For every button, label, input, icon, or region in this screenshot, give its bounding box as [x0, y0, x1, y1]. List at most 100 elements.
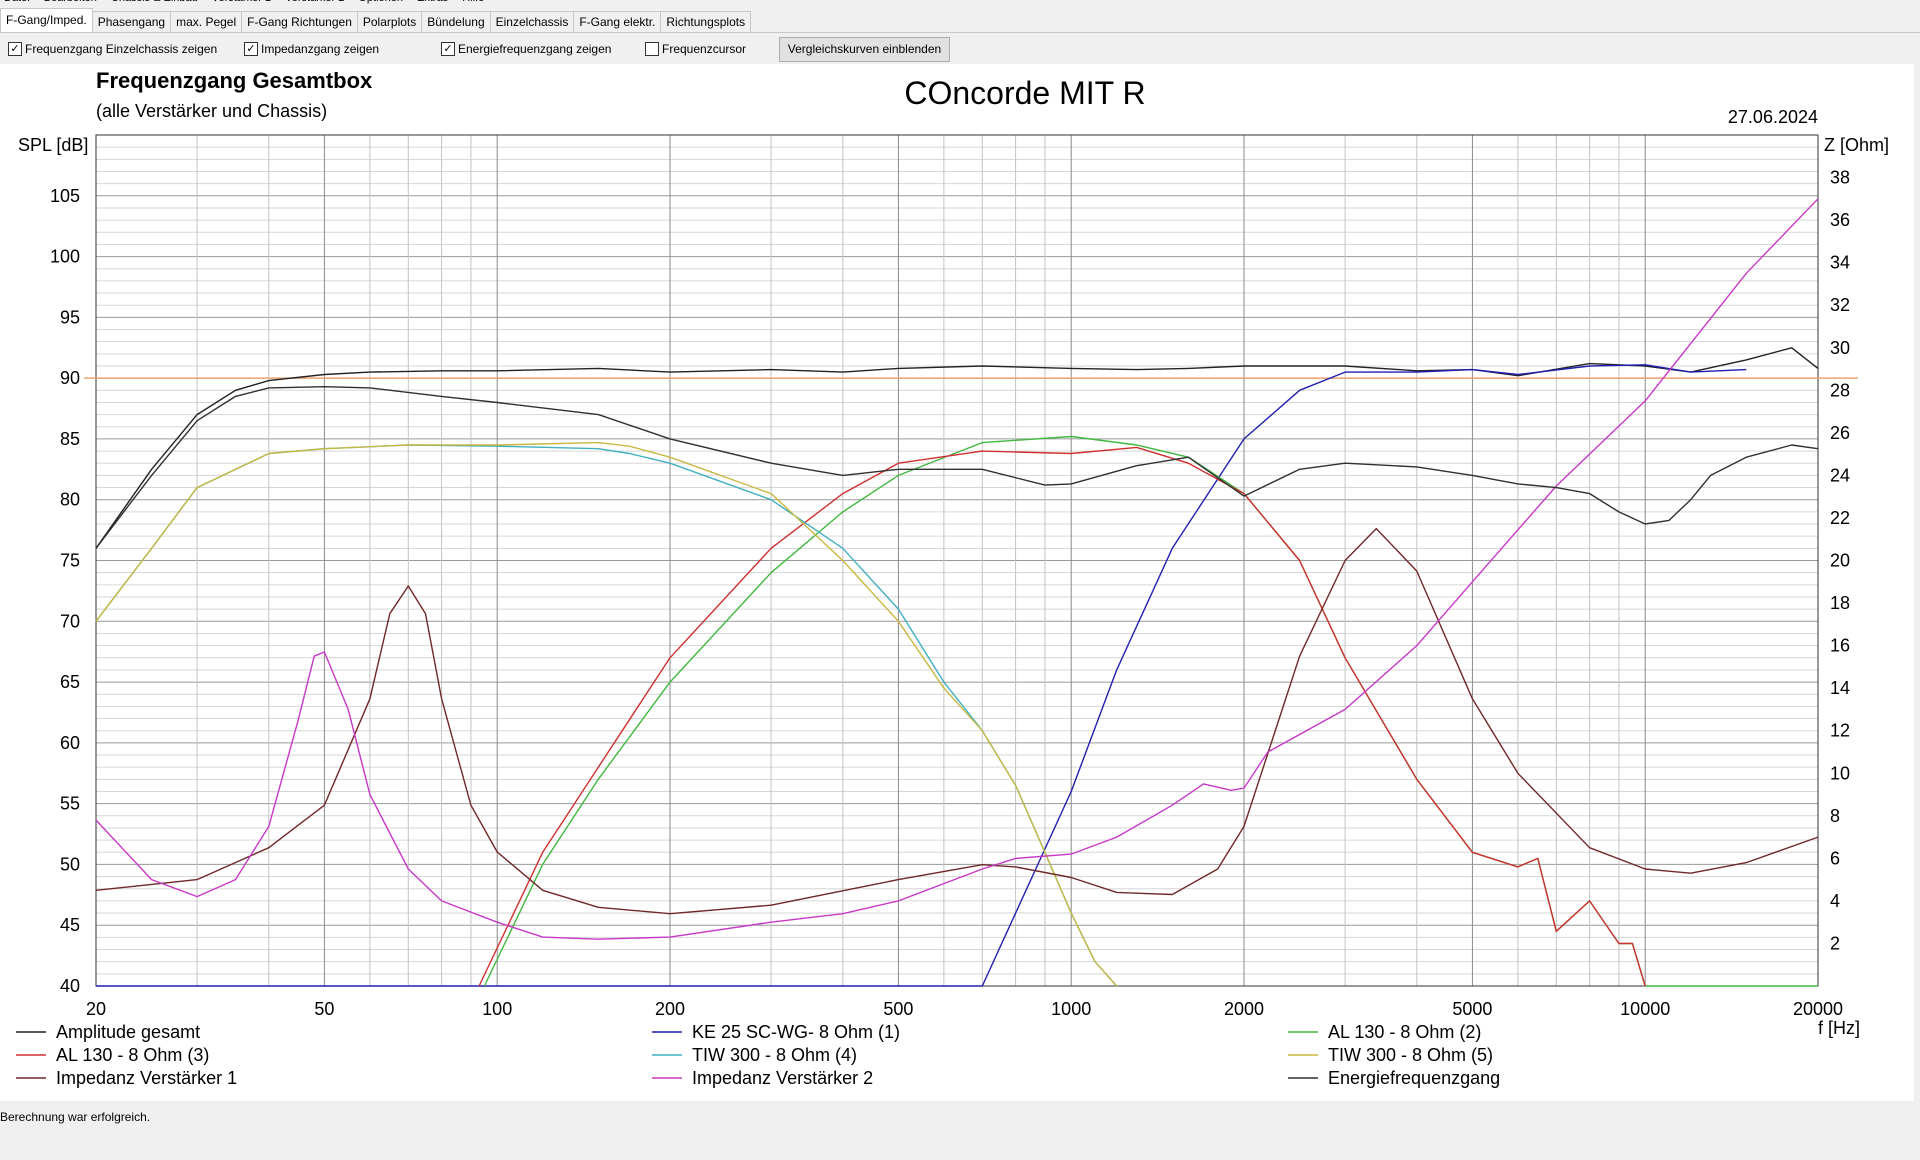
impedanz-label: Impedanzgang zeigen: [261, 42, 380, 56]
y-tick-right: 26: [1830, 423, 1850, 443]
y-tick-left: 100: [50, 247, 80, 267]
menu-item[interactable]: Bearbeiten: [44, 0, 97, 4]
series-line-1: [96, 364, 1747, 987]
impedanz-checkbox[interactable]: ✓: [244, 42, 258, 56]
legend-label-1: KE 25 SC-WG- 8 Ohm (1): [692, 1022, 900, 1042]
menu-item[interactable]: Verstärker 1: [212, 0, 271, 4]
x-tick: 500: [883, 999, 913, 1019]
y-axis-label-right: Z [Ohm]: [1824, 135, 1889, 155]
x-tick: 200: [655, 999, 685, 1019]
y-tick-right: 34: [1830, 253, 1850, 273]
y-tick-left: 80: [60, 490, 80, 510]
status-bar: Berechnung war erfolgreich.: [0, 1103, 1920, 1160]
plot-area: 40 45 50 55 60 65 70 75 80 85 90 95 100 105 2 4 6 8 10 12 14…: [0, 64, 1920, 1101]
y-tick-right: 20: [1830, 551, 1850, 571]
scrollbar[interactable]: [1914, 64, 1920, 1101]
menu-item[interactable]: Verstärker 2: [285, 0, 344, 4]
chart-subtitle: (alle Verstärker und Chassis): [96, 101, 327, 121]
y-tick-left: 55: [60, 794, 80, 814]
y-tick-right: 10: [1830, 763, 1850, 783]
y-tick-left: 75: [60, 551, 80, 571]
menu-item[interactable]: Extras: [417, 0, 448, 4]
center-title: COncorde MIT R: [904, 75, 1145, 111]
series-line-0: [95, 347, 1819, 549]
option-energie[interactable]: ✓ Energiefrequenzgang zeigen: [441, 42, 611, 56]
menu-item[interactable]: Hilfe: [462, 0, 484, 4]
cursor-checkbox[interactable]: [645, 42, 659, 56]
y-tick-right: 16: [1830, 636, 1850, 656]
y-tick-left: 65: [60, 672, 80, 692]
option-einzelchassis[interactable]: ✓ Frequenzgang Einzelchassis zeigen: [8, 42, 217, 56]
y-tick-right: 22: [1830, 508, 1850, 528]
x-axis-label: f [Hz]: [1818, 1018, 1860, 1038]
y-tick-right: 18: [1830, 593, 1850, 613]
energie-checkbox[interactable]: ✓: [441, 42, 455, 56]
y-tick-left: 40: [60, 976, 80, 996]
energie-label: Energiefrequenzgang zeigen: [458, 42, 612, 56]
options-bar: ✓ Frequenzgang Einzelchassis zeigen ✓ Im…: [0, 33, 1920, 63]
series-line-5: [95, 441, 1118, 987]
y-tick-right: 6: [1830, 848, 1840, 868]
y-tick-left: 50: [60, 854, 80, 874]
tab-bar: F-Gang/Imped. Phasengang max. Pegel F-Gang …: [0, 8, 1920, 33]
y-tick-right: 32: [1830, 295, 1850, 315]
x-tick: 50: [314, 999, 334, 1019]
y-tick-right: 12: [1830, 721, 1850, 741]
option-impedanz[interactable]: ✓ Impedanzgang zeigen: [244, 42, 379, 56]
tab-7[interactable]: F-Gang elektr.: [573, 11, 662, 32]
einzelchassis-checkbox[interactable]: ✓: [8, 42, 22, 56]
series-line-7: [95, 198, 1819, 940]
y-axis-label-left: SPL [dB]: [18, 135, 88, 155]
x-tick: 5000: [1452, 999, 1492, 1019]
x-tick: 2000: [1224, 999, 1264, 1019]
menu-item[interactable]: Optionen: [358, 0, 403, 4]
menu-item[interactable]: Datei: [4, 0, 30, 4]
y-tick-left: 105: [50, 186, 80, 206]
y-tick-right: 14: [1830, 678, 1850, 698]
legend-label-0: Amplitude gesamt: [56, 1022, 200, 1042]
tab-0[interactable]: F-Gang/Imped.: [0, 8, 93, 32]
legend-label-3: AL 130 - 8 Ohm (3): [56, 1045, 209, 1065]
x-tick: 20000: [1793, 999, 1843, 1019]
menu-bar: Datei Bearbeiten Chassis & Einbau Verstärke…: [0, 0, 1920, 7]
option-cursor[interactable]: Frequenzcursor: [645, 42, 746, 56]
x-tick: 10000: [1620, 999, 1670, 1019]
chart-date: 27.06.2024: [1728, 107, 1818, 127]
y-tick-right: 38: [1830, 168, 1850, 188]
y-tick-left: 95: [60, 307, 80, 327]
tab-5[interactable]: Bündelung: [421, 11, 491, 32]
y-tick-left: 60: [60, 733, 80, 753]
compare-curves-button[interactable]: Vergleichskurven einblenden: [779, 37, 950, 62]
x-tick: 20: [86, 999, 106, 1019]
tab-8[interactable]: Richtungsplots: [660, 11, 752, 32]
legend-label-4: TIW 300 - 8 Ohm (4): [692, 1045, 857, 1065]
legend-label-7: Impedanz Verstärker 2: [692, 1068, 873, 1088]
y-tick-right: 24: [1830, 465, 1850, 485]
chart-title: Frequenzgang Gesamtbox: [96, 68, 373, 93]
y-tick-right: 28: [1830, 380, 1850, 400]
legend-label-8: Energiefrequenzgang: [1328, 1068, 1500, 1088]
status-text: Berechnung war erfolgreich.: [0, 1110, 151, 1124]
series-line-8: [95, 386, 1819, 549]
legend-label-2: AL 130 - 8 Ohm (2): [1328, 1022, 1481, 1042]
y-tick-right: 2: [1830, 933, 1840, 953]
y-tick-right: 30: [1830, 338, 1850, 358]
y-tick-left: 70: [60, 611, 80, 631]
tab-4[interactable]: Polarplots: [356, 11, 423, 32]
legend-label-6: Impedanz Verstärker 1: [56, 1068, 237, 1088]
tab-3[interactable]: F-Gang Richtungen: [241, 11, 358, 32]
tab-6[interactable]: Einzelchassis: [489, 11, 575, 32]
series-line-4: [95, 444, 1118, 987]
y-tick-right: 36: [1830, 210, 1850, 230]
series-line-3: [478, 446, 1646, 987]
series-line-2: [483, 435, 1818, 987]
menu-item[interactable]: Chassis & Einbau: [111, 0, 198, 4]
y-tick-right: 4: [1830, 891, 1840, 911]
y-tick-left: 85: [60, 429, 80, 449]
tab-1[interactable]: Phasengang: [91, 11, 172, 32]
einzelchassis-label: Frequenzgang Einzelchassis zeigen: [25, 42, 218, 56]
y-tick-right: 8: [1830, 806, 1840, 826]
tab-2[interactable]: max. Pegel: [170, 11, 243, 32]
legend-label-5: TIW 300 - 8 Ohm (5): [1328, 1045, 1493, 1065]
y-tick-left: 45: [60, 915, 80, 935]
